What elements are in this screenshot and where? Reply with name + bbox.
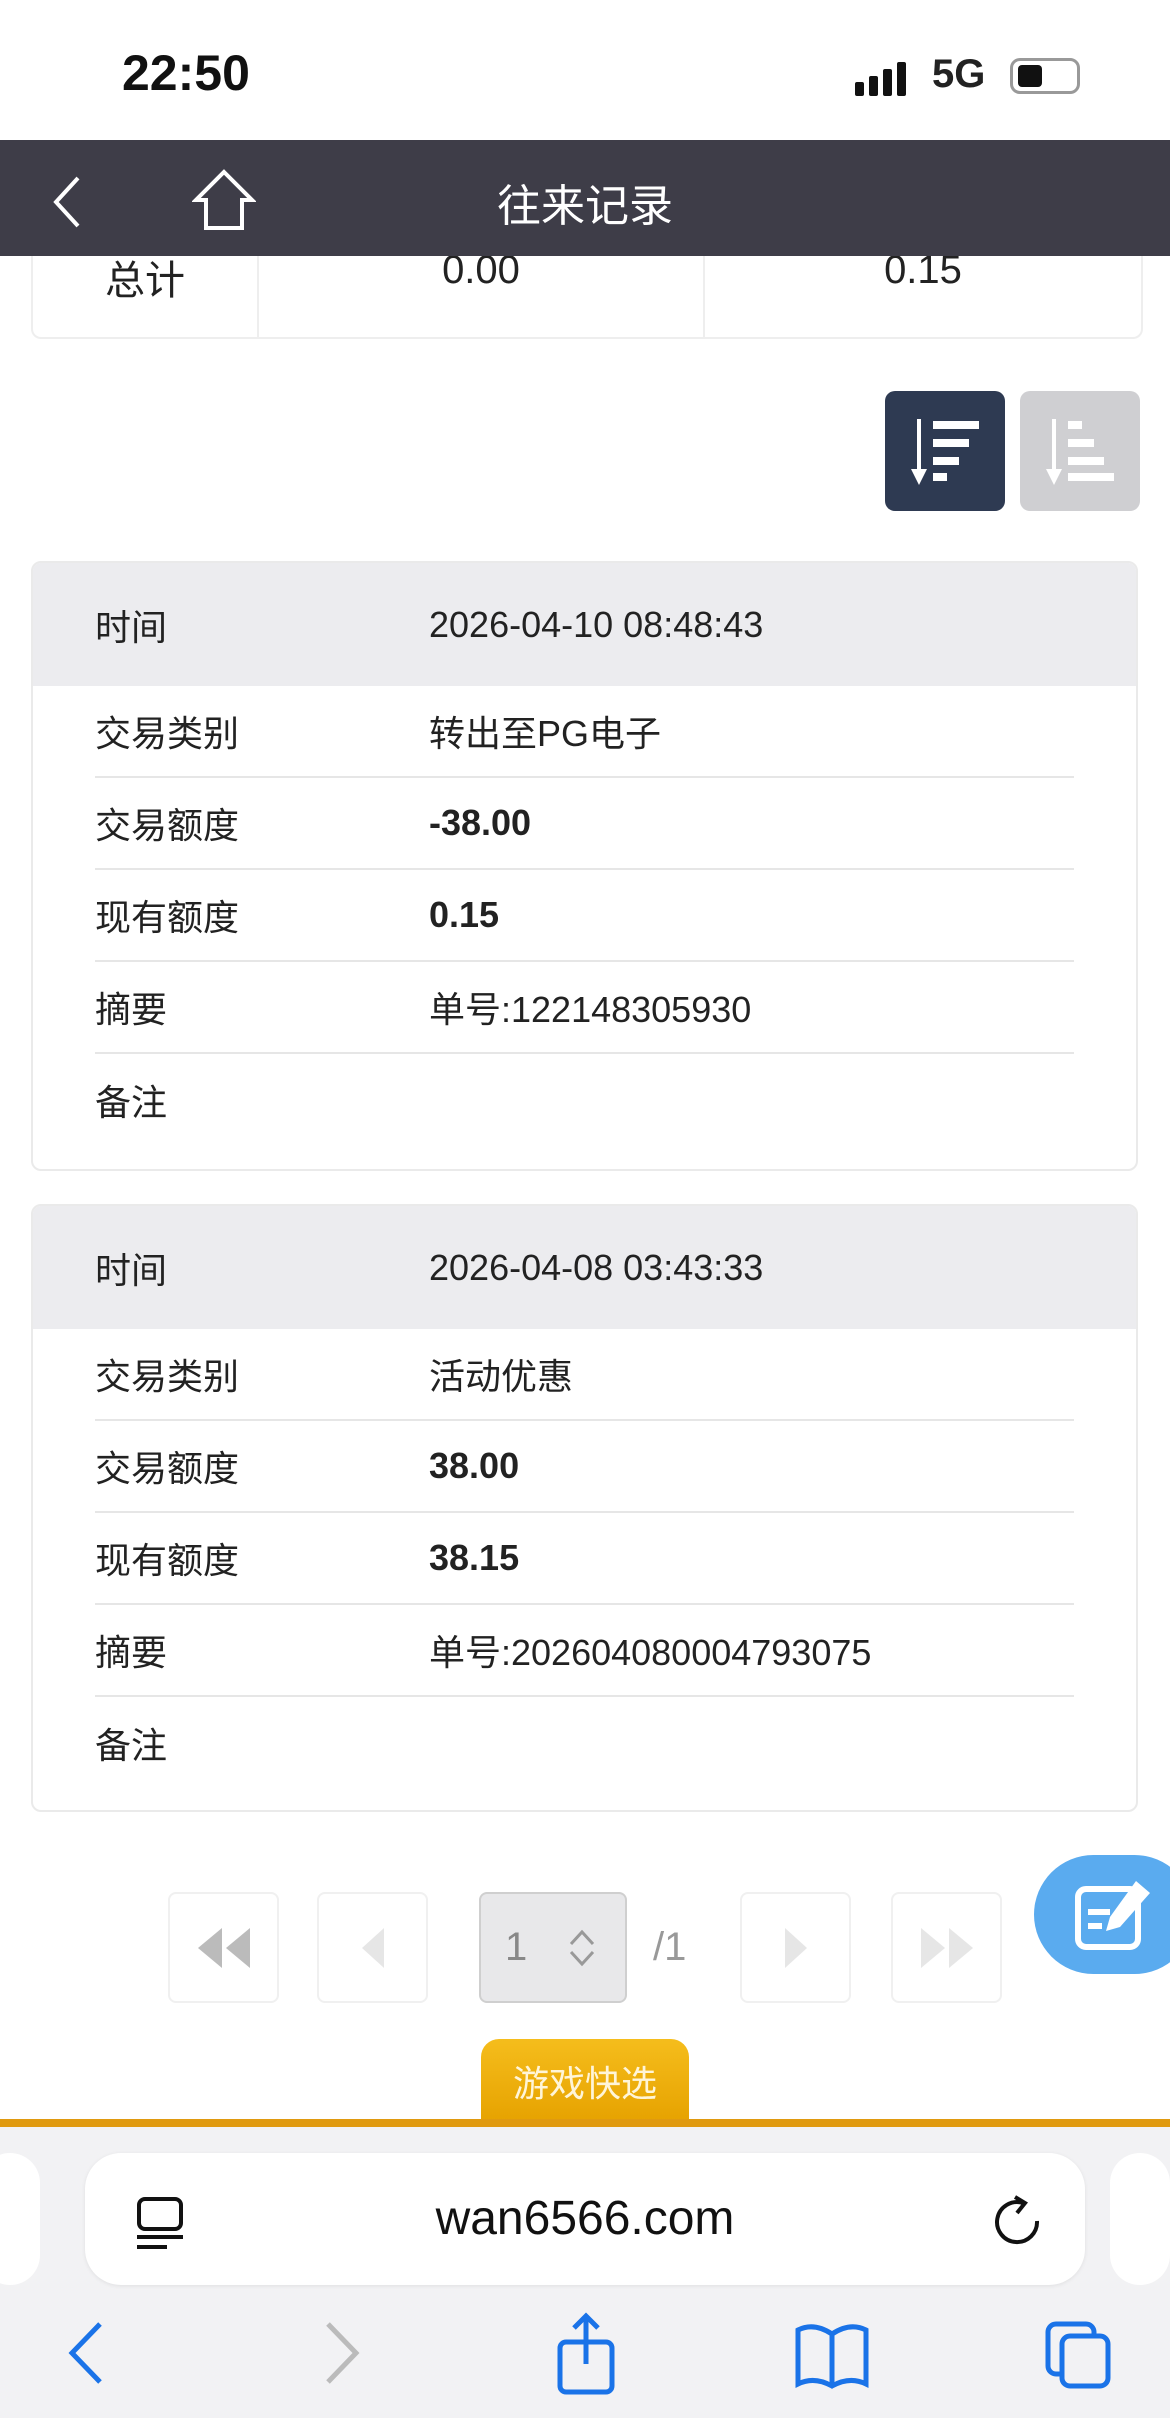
row-label: 交易类别 — [95, 1356, 240, 1397]
page-total: /1 — [653, 1925, 687, 1969]
last-page-button[interactable] — [891, 1892, 1002, 2003]
first-page-icon — [197, 1927, 250, 1968]
reload-icon[interactable] — [993, 2195, 1043, 2247]
edit-fab-button[interactable] — [1034, 1855, 1170, 1974]
current-page: 1 — [505, 1925, 528, 1969]
browser-forward-icon[interactable] — [322, 2320, 362, 2386]
row-label: 时间 — [95, 1249, 168, 1291]
back-icon[interactable] — [50, 174, 84, 235]
row-value: 38.15 — [429, 1537, 520, 1578]
record-card: 时间 2026-04-10 08:48:43 交易类别 转出至PG电子 交易额度 -3… — [31, 561, 1138, 1171]
status-time: 22:50 — [122, 45, 250, 101]
row-value: 单号:122148305930 — [429, 989, 752, 1030]
browser-back-icon[interactable] — [66, 2320, 106, 2386]
prev-page-icon — [361, 1927, 384, 1968]
url-text: wan6566.com — [435, 2192, 735, 2245]
record-row: 摘要 单号:122148305930 — [95, 962, 1074, 1054]
record-time-row: 时间 2026-04-10 08:48:43 — [33, 563, 1136, 686]
record-row: 交易额度 38.00 — [95, 1421, 1074, 1513]
sort-desc-icon — [911, 419, 979, 485]
record-row: 现有额度 38.15 — [95, 1513, 1074, 1605]
row-label: 摘要 — [95, 1632, 168, 1673]
last-page-icon — [920, 1927, 973, 1968]
row-label: 备注 — [95, 1082, 168, 1123]
signal-icon — [855, 62, 906, 96]
row-label: 交易类别 — [95, 713, 240, 754]
edit-icon — [1075, 1880, 1150, 1950]
record-row: 交易类别 活动优惠 — [95, 1329, 1074, 1421]
record-card: 时间 2026-04-08 03:43:33 交易类别 活动优惠 交易额度 38.00… — [31, 1204, 1138, 1812]
record-row: 备注 — [95, 1697, 1074, 1789]
next-page-icon — [784, 1927, 807, 1968]
record-row: 备注 — [95, 1054, 1074, 1146]
row-value: 单号:202604080004793075 — [429, 1632, 872, 1673]
record-time-row: 时间 2026-04-08 03:43:33 — [33, 1206, 1136, 1329]
row-value: 转出至PG电子 — [429, 713, 662, 754]
share-icon[interactable] — [556, 2312, 616, 2396]
next-page-button[interactable] — [740, 1892, 851, 2003]
game-quick-select-tab[interactable]: 游戏快选 — [481, 2039, 689, 2123]
record-row: 摘要 单号:202604080004793075 — [95, 1605, 1074, 1697]
nav-bar: 往来记录 — [0, 140, 1170, 256]
summary-label: 总计 — [33, 200, 259, 337]
row-label: 现有额度 — [95, 1540, 240, 1581]
first-page-button[interactable] — [168, 1892, 279, 2003]
next-tab-preview[interactable] — [1110, 2153, 1170, 2285]
row-label: 时间 — [95, 606, 168, 648]
sort-desc-button[interactable] — [885, 391, 1005, 511]
record-row: 交易类别 转出至PG电子 — [95, 686, 1074, 778]
bookmarks-icon[interactable] — [794, 2320, 870, 2390]
row-label: 交易额度 — [95, 805, 240, 846]
page-title: 往来记录 — [497, 182, 673, 231]
row-value: -38.00 — [429, 802, 532, 843]
address-bar[interactable]: wan6566.com — [85, 2153, 1085, 2285]
divider — [0, 2119, 1170, 2127]
battery-icon — [1010, 58, 1080, 94]
row-value: 活动优惠 — [429, 1356, 574, 1397]
sort-asc-button[interactable] — [1020, 391, 1140, 511]
sort-asc-icon — [1046, 419, 1114, 485]
home-icon[interactable] — [191, 168, 257, 237]
row-value: 38.00 — [429, 1445, 520, 1486]
prev-page-button[interactable] — [317, 1892, 428, 2003]
chevron-updown-icon — [570, 1929, 595, 1966]
tabs-icon[interactable] — [1044, 2320, 1114, 2390]
row-label: 现有额度 — [95, 897, 240, 938]
row-value: 2026-04-10 08:48:43 — [429, 603, 764, 645]
row-label: 摘要 — [95, 989, 168, 1030]
row-label: 备注 — [95, 1725, 168, 1766]
row-label: 交易额度 — [95, 1448, 240, 1489]
page-menu-icon — [137, 2197, 183, 2249]
page-select[interactable]: 1 — [479, 1892, 627, 2003]
record-row: 现有额度 0.15 — [95, 870, 1074, 962]
status-bar: 22:50 5G — [0, 0, 1170, 140]
network-label: 5G — [932, 52, 986, 96]
record-row: 交易额度 -38.00 — [95, 778, 1074, 870]
row-value: 2026-04-08 03:43:33 — [429, 1246, 764, 1288]
prev-tab-preview[interactable] — [0, 2153, 40, 2285]
row-value: 0.15 — [429, 894, 500, 935]
